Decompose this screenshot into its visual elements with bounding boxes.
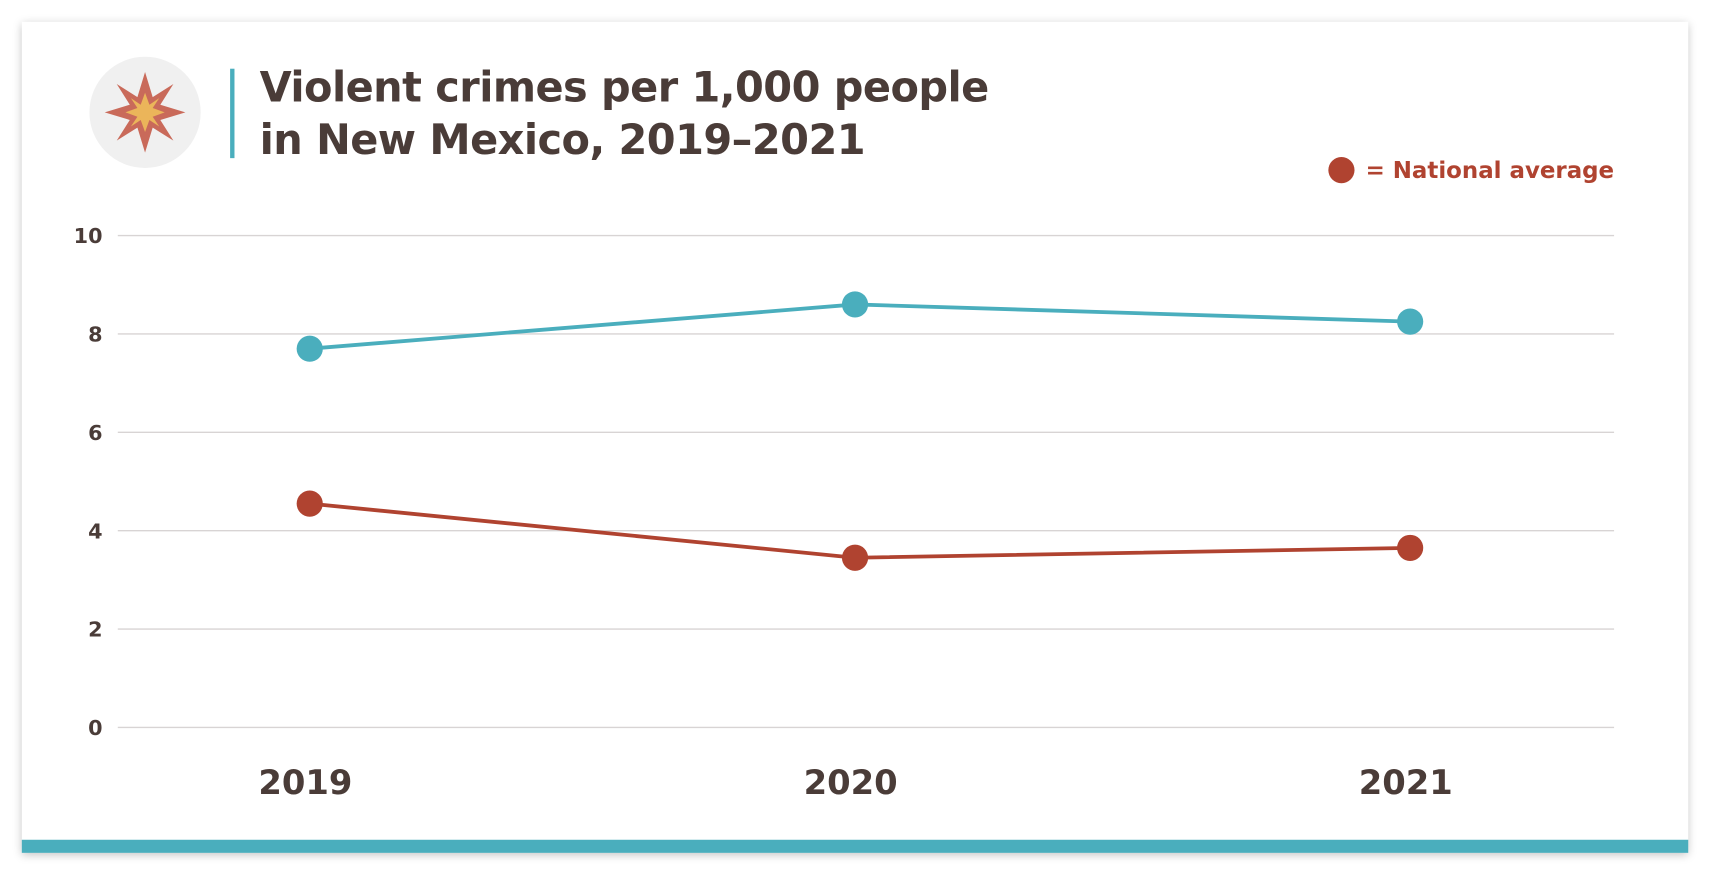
- legend-label: = National average: [1365, 157, 1615, 184]
- data-point: [1397, 308, 1424, 335]
- explosion-star-icon: [89, 56, 201, 168]
- x-tick-label: 2021: [1359, 763, 1453, 802]
- x-tick-label: 2019: [258, 763, 352, 802]
- y-tick-label: 10: [74, 224, 103, 248]
- y-tick-label: 0: [88, 716, 102, 740]
- y-tick-label: 8: [88, 323, 102, 347]
- y-tick-label: 4: [88, 519, 102, 543]
- y-tick-label: 2: [88, 618, 102, 642]
- title-line-2: in New Mexico, 2019–2021: [259, 115, 866, 164]
- title-accent-bar: [230, 68, 235, 159]
- accent-band: [21, 839, 1689, 853]
- line-chart: 0 2 4 6 8 10 2019 2020 2021: [74, 224, 1615, 802]
- chart-card: Violent crimes per 1,000 people in New M…: [21, 21, 1689, 853]
- x-tick-label: 2020: [804, 763, 898, 802]
- legend-marker: [1328, 157, 1355, 184]
- y-tick-label: 6: [88, 421, 102, 445]
- legend: = National average: [1328, 157, 1615, 184]
- data-point: [841, 544, 869, 571]
- data-point: [296, 335, 323, 362]
- chart-title: Violent crimes per 1,000 people in New M…: [259, 61, 990, 166]
- data-point: [841, 291, 869, 318]
- title-line-1: Violent crimes per 1,000 people: [259, 63, 990, 112]
- data-point: [296, 490, 323, 517]
- data-point: [1397, 534, 1424, 561]
